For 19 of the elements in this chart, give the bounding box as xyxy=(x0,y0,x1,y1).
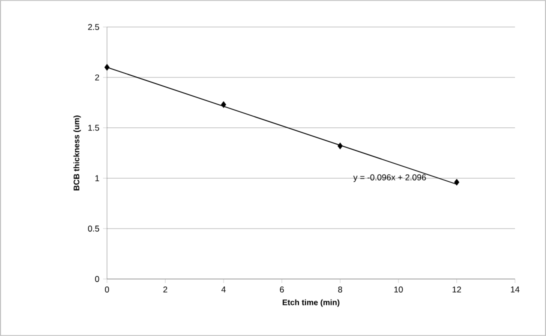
x-tick-label: 10 xyxy=(394,286,403,293)
y-tick-label: 0.5 xyxy=(88,226,100,232)
x-tick-label: 8 xyxy=(338,286,342,293)
x-tick-label: 12 xyxy=(452,286,461,292)
point xyxy=(104,64,110,71)
x-tick-label: 4 xyxy=(221,286,226,292)
y-tick-label: 2 xyxy=(95,74,100,80)
x-tick-label: 14 xyxy=(510,286,520,292)
y-tick-label: 1.5 xyxy=(88,124,100,131)
point xyxy=(338,142,343,150)
x-tick-label: 6 xyxy=(280,286,284,293)
x-tick-label: 0 xyxy=(104,286,110,293)
y-tick-label: 2.5 xyxy=(88,24,100,30)
point xyxy=(220,101,226,108)
point xyxy=(454,178,460,186)
y-tick-label: 0 xyxy=(95,276,100,282)
annotation: y = -0.096x + 2.096 xyxy=(353,174,426,182)
y-tick-label: 1 xyxy=(95,175,100,182)
x-tick-label: 2 xyxy=(163,286,168,292)
